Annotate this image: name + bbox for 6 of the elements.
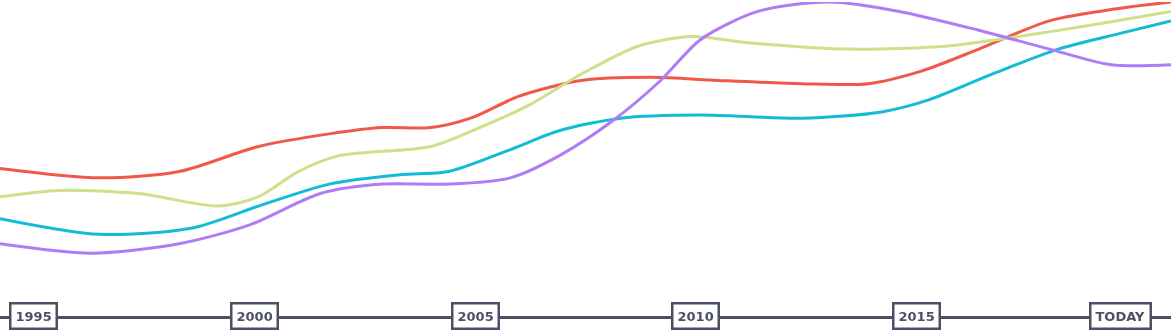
x-tick-label: 2015 (898, 308, 935, 324)
x-tick-label: TODAY (1095, 308, 1146, 324)
x-tick-label: 2000 (236, 308, 273, 324)
x-tick-label: 2010 (677, 308, 714, 324)
x-tick-label: 2005 (457, 308, 494, 324)
x-tick-label: 1995 (15, 308, 52, 324)
